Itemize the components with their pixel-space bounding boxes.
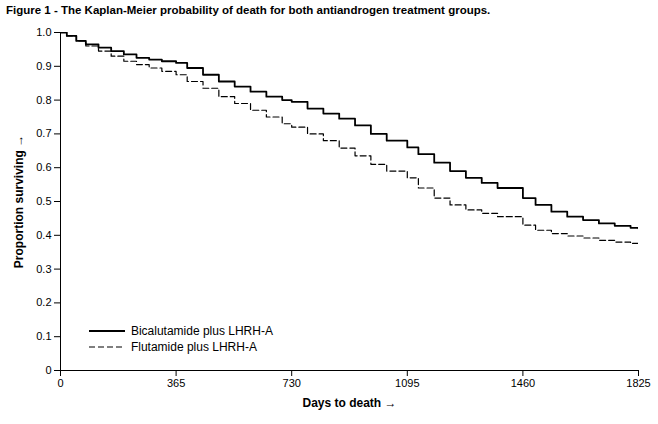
svg-text:0: 0 — [45, 364, 51, 376]
svg-text:0.3: 0.3 — [36, 263, 51, 275]
svg-text:0.9: 0.9 — [36, 60, 51, 72]
svg-text:0.5: 0.5 — [36, 195, 51, 207]
svg-text:1.0: 1.0 — [36, 26, 51, 38]
svg-text:0.1: 0.1 — [36, 330, 51, 342]
svg-text:0: 0 — [57, 377, 63, 389]
svg-text:730: 730 — [283, 377, 301, 389]
svg-text:1825: 1825 — [626, 377, 650, 389]
svg-text:0.4: 0.4 — [36, 229, 51, 241]
svg-text:365: 365 — [167, 377, 185, 389]
html-text:Flutamide plus LHRH-A: Flutamide plus LHRH-A — [130, 340, 257, 355]
svg-text:0.7: 0.7 — [36, 127, 51, 139]
svg-text:Proportion surviving →: Proportion surviving → — [12, 135, 26, 268]
html-text:Bicalutamide plus LHRH-A: Bicalutamide plus LHRH-A — [130, 324, 273, 339]
svg-text:1460: 1460 — [511, 377, 535, 389]
html-text:Figure 1 - The Kaplan-Meier pr: Figure 1 - The Kaplan-Meier probability … — [6, 4, 491, 16]
svg-text:0.6: 0.6 — [36, 161, 51, 173]
svg-text:1095: 1095 — [395, 377, 419, 389]
svg-text:0.2: 0.2 — [36, 296, 51, 308]
svg-text:Days to death →: Days to death → — [302, 396, 396, 410]
svg-text:0.8: 0.8 — [36, 94, 51, 106]
